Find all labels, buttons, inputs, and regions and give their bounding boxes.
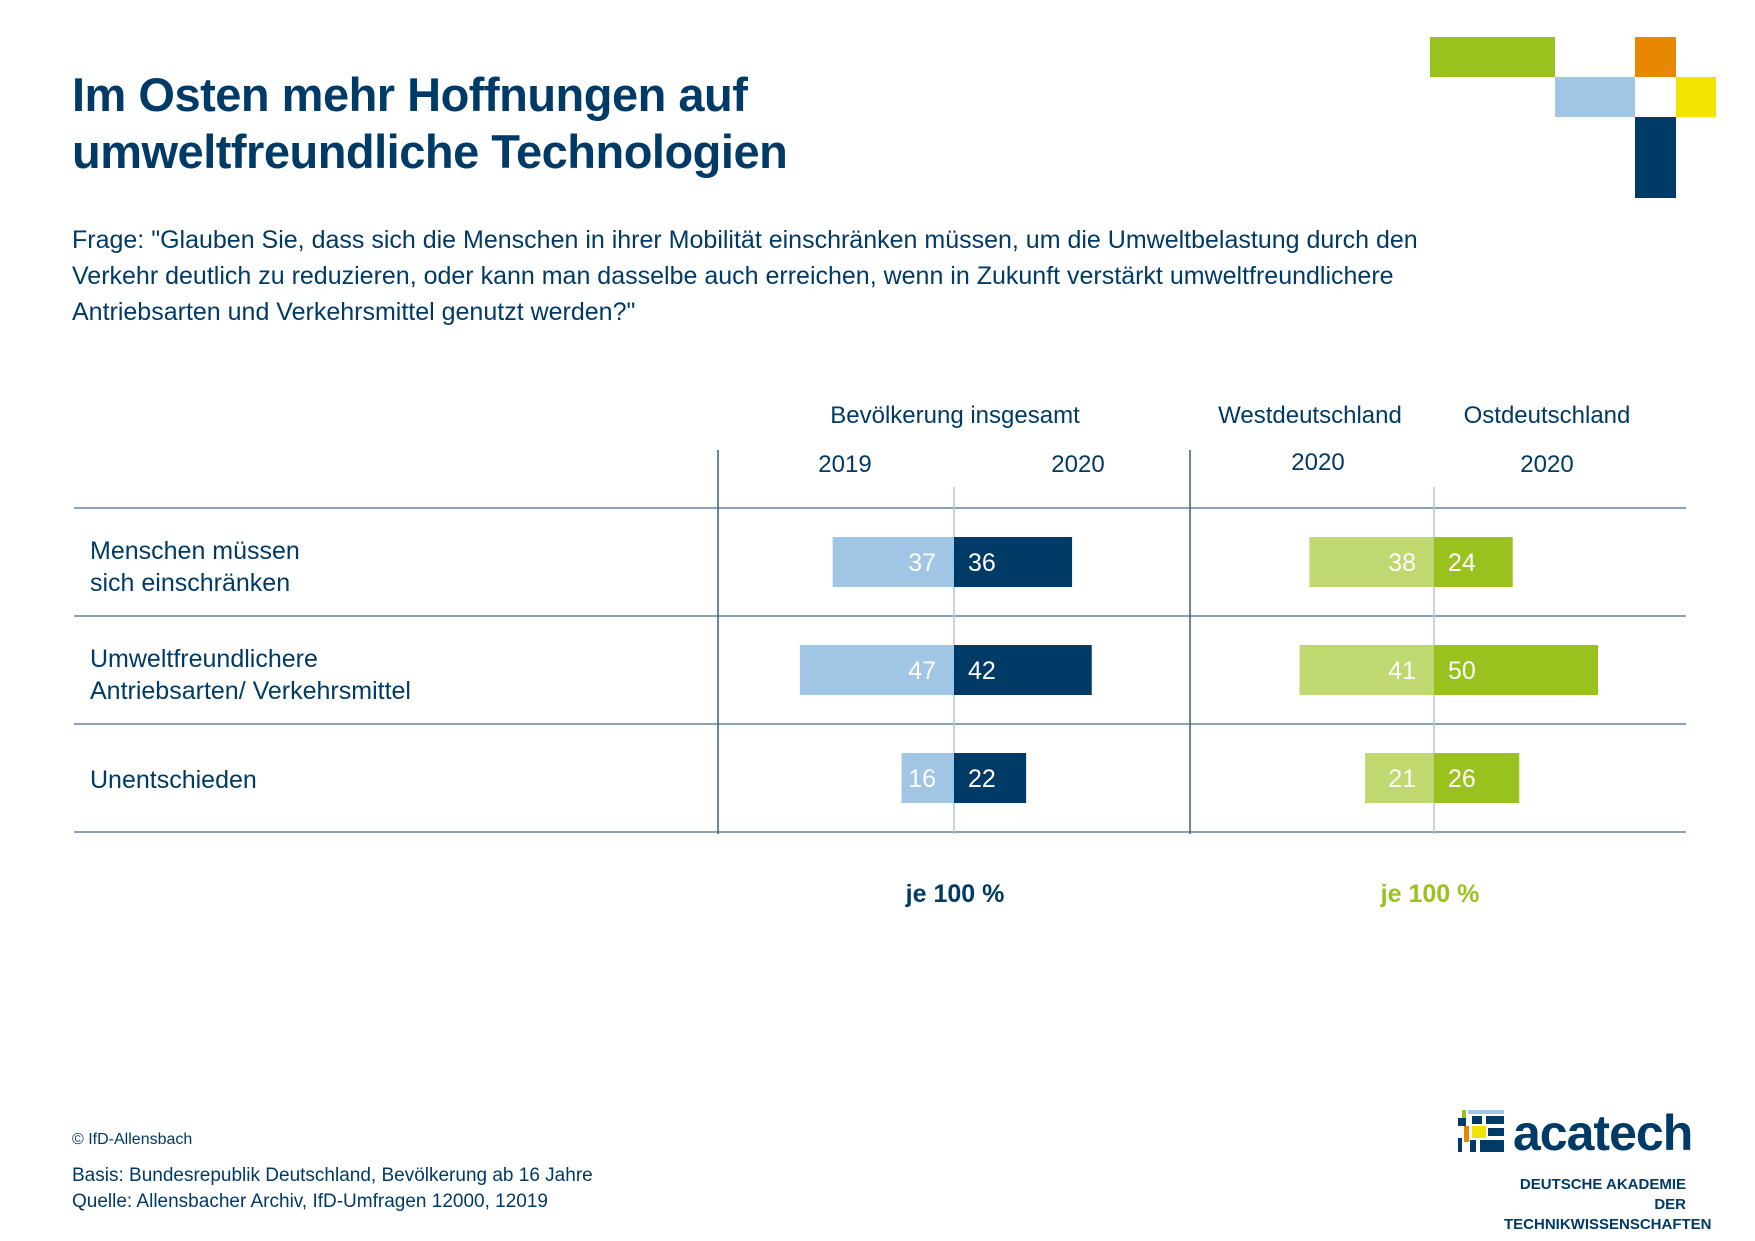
acatech-logo-icon bbox=[1458, 1110, 1504, 1152]
bar-value-label: 47 bbox=[908, 657, 936, 685]
bar-value-label: 24 bbox=[1448, 549, 1476, 577]
bar-value-label: 36 bbox=[968, 549, 996, 577]
square-light-blue bbox=[1555, 77, 1635, 117]
note-total: je 100 % bbox=[905, 880, 1005, 908]
bar-2019 bbox=[799, 645, 954, 695]
square-navy bbox=[1635, 117, 1676, 198]
title-line-2: umweltfreundliche Technologien bbox=[72, 125, 788, 178]
bar-2019 bbox=[832, 537, 954, 587]
page-title: Im Osten mehr Hoffnungen auf umweltfreun… bbox=[72, 66, 788, 180]
bar-2020 bbox=[954, 537, 1073, 587]
square-yellow bbox=[1676, 77, 1716, 117]
bar-value-label: 41 bbox=[1388, 657, 1416, 685]
header-east: Ostdeutschland bbox=[1463, 402, 1631, 429]
square-orange bbox=[1635, 37, 1676, 77]
row-label-restrict: Menschen müssen sich einschränken bbox=[90, 535, 300, 599]
row-label-line: Umweltfreundlichere bbox=[90, 645, 318, 673]
row-label-technology: Umweltfreundlichere Antriebsarten/ Verke… bbox=[90, 643, 411, 707]
header-west: Westdeutschland bbox=[1218, 402, 1402, 429]
chart-bar-labels: 37 47 16 36 42 22 38 41 21 24 50 26 bbox=[908, 549, 1476, 793]
copyright: © IfD-Allensbach bbox=[72, 1131, 193, 1148]
row-label-line: Unentschieden bbox=[90, 766, 257, 794]
header-year-2020-west: 2020 bbox=[1291, 449, 1345, 476]
bar-value-label: 21 bbox=[1388, 765, 1416, 793]
bar-2020 bbox=[954, 753, 1027, 803]
source-text: Quelle: Allensbacher Archiv, IfD-Umfrage… bbox=[72, 1191, 548, 1212]
title-line-1: Im Osten mehr Hoffnungen auf bbox=[72, 68, 748, 121]
acatech-wordmark: acatech bbox=[1513, 1105, 1693, 1161]
bar-value-label: 26 bbox=[1448, 765, 1476, 793]
bar-value-label: 50 bbox=[1448, 657, 1476, 685]
bar-value-label: 42 bbox=[968, 657, 996, 685]
row-label-line: Menschen müssen bbox=[90, 537, 300, 565]
bar-ostdeutschland-2020 bbox=[1434, 537, 1513, 587]
bar-value-label: 38 bbox=[1388, 549, 1416, 577]
bar-value-label: 22 bbox=[968, 765, 996, 793]
row-label-undecided: Unentschieden bbox=[90, 764, 257, 796]
bar-ostdeutschland-2020 bbox=[1434, 753, 1520, 803]
header-year-2020-total: 2020 bbox=[1051, 451, 1105, 478]
source-info: Basis: Bundesrepublik Deutschland, Bevöl… bbox=[72, 1163, 593, 1215]
acatech-subtitle-line-2: TECHNIKWISSENSCHAFTEN bbox=[1504, 1216, 1712, 1233]
bar-westdeutschland-2020 bbox=[1309, 537, 1434, 587]
header-group-total: Bevölkerung insgesamt bbox=[830, 402, 1080, 429]
row-label-line: Antriebsarten/ Verkehrsmittel bbox=[90, 677, 411, 705]
bar-westdeutschland-2020 bbox=[1365, 753, 1434, 803]
bar-2020 bbox=[954, 645, 1092, 695]
bar-westdeutschland-2020 bbox=[1299, 645, 1434, 695]
bar-2019 bbox=[901, 753, 954, 803]
acatech-subtitle: DEUTSCHE AKADEMIE DER TECHNIKWISSENSCHAF… bbox=[1504, 1175, 1712, 1235]
header-year-2020-east: 2020 bbox=[1520, 451, 1574, 478]
basis-text: Basis: Bundesrepublik Deutschland, Bevöl… bbox=[72, 1165, 593, 1186]
acatech-subtitle-line-1: DEUTSCHE AKADEMIE DER bbox=[1519, 1176, 1686, 1213]
chart-bars bbox=[799, 537, 1598, 803]
row-label-line: sich einschränken bbox=[90, 569, 291, 597]
bar-value-label: 37 bbox=[908, 549, 936, 577]
note-west-east: je 100 % bbox=[1380, 880, 1480, 908]
square-green bbox=[1430, 37, 1555, 77]
bar-value-label: 16 bbox=[908, 765, 936, 793]
header-year-2019: 2019 bbox=[818, 451, 872, 478]
bar-ostdeutschland-2020 bbox=[1434, 645, 1598, 695]
question-text: Frage: "Glauben Sie, dass sich die Mensc… bbox=[72, 226, 1418, 326]
